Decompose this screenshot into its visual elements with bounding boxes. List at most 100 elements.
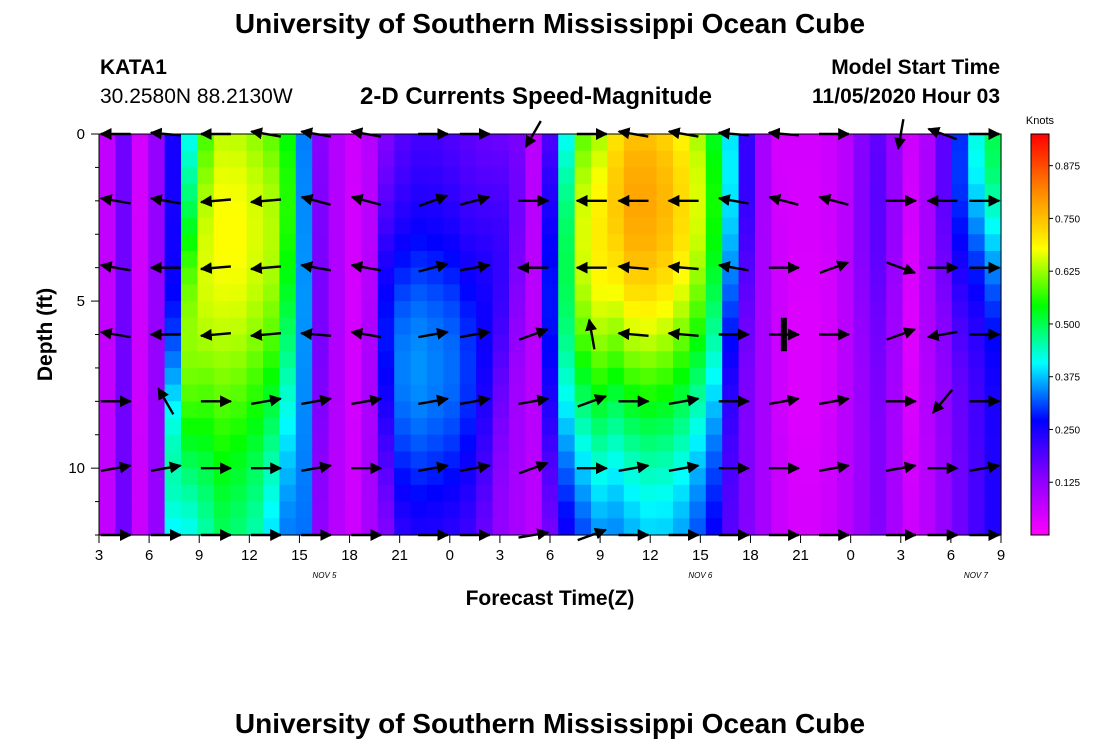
heatmap-cell [558, 284, 576, 302]
heatmap-cell [476, 351, 494, 369]
heatmap-cell [837, 501, 854, 519]
heatmap-cell [492, 484, 510, 503]
heatmap-cell [673, 267, 690, 285]
heatmap-cell [755, 167, 772, 185]
heatmap-cell [295, 468, 313, 486]
heatmap-cell [689, 301, 707, 319]
heatmap-cell [328, 351, 346, 369]
current-vector [150, 461, 182, 474]
heatmap-cell [279, 250, 297, 269]
heatmap-cell [345, 134, 362, 152]
heatmap-cell [869, 501, 887, 519]
heatmap-cell [213, 451, 231, 469]
heatmap-cell [99, 200, 116, 219]
heatmap-cell [99, 284, 116, 302]
heatmap-cell [164, 184, 182, 202]
current-vector [350, 261, 382, 273]
heatmap-cell [574, 167, 592, 185]
heatmap-cell [509, 150, 526, 169]
colorbar-tick-label: 0.250 [1055, 425, 1080, 436]
heatmap-cell [443, 184, 461, 202]
heatmap-cell [509, 167, 526, 185]
heatmap-cell [705, 434, 723, 453]
heatmap-cell [820, 351, 838, 369]
x-tick-label: 21 [391, 547, 408, 564]
heatmap-cell [443, 250, 461, 269]
heatmap-cell [476, 217, 494, 235]
heatmap-cell [279, 134, 297, 152]
heatmap-cell [476, 200, 494, 219]
heatmap-cell [804, 284, 822, 302]
heatmap-cell [427, 484, 444, 503]
heatmap-cell [279, 351, 297, 369]
heatmap-cell [919, 401, 936, 419]
heatmap-cell [935, 384, 953, 402]
heatmap-cell [607, 351, 625, 369]
heatmap-cell [919, 134, 936, 152]
heatmap-cell [673, 484, 690, 503]
heatmap-cell [689, 234, 707, 252]
heatmap-cell [99, 384, 116, 402]
heatmap-cell [263, 434, 280, 453]
heatmap-cell [640, 167, 658, 185]
heatmap-cell [722, 334, 740, 352]
heatmap-cell [935, 418, 953, 436]
heatmap-cell [869, 334, 887, 352]
heatmap-cell [738, 418, 756, 436]
heatmap-cell [181, 384, 198, 402]
heatmap-cell [640, 301, 658, 319]
heatmap-cell [722, 267, 740, 285]
heatmap-cell [902, 384, 920, 402]
heatmap-cell [312, 167, 330, 185]
heatmap-cell [738, 384, 756, 402]
heatmap-cell [902, 484, 920, 503]
heatmap-cell [410, 284, 428, 302]
heatmap-cell [919, 267, 936, 285]
heatmap-cell [968, 484, 986, 503]
heatmap-cell [673, 468, 690, 486]
current-vector [518, 461, 549, 475]
heatmap-cell [886, 167, 904, 185]
heatmap-cell [935, 367, 953, 386]
chart-main-title: University of Southern Mississippi Ocean… [234, 8, 866, 39]
heatmap-cell [640, 150, 658, 169]
heatmap-cell [722, 434, 740, 453]
heatmap-cell [509, 418, 526, 436]
heatmap-cell [99, 418, 116, 436]
heatmap-cell [787, 334, 805, 352]
colorbar-tick-label: 0.375 [1055, 373, 1080, 384]
heatmap-cell [558, 134, 576, 152]
current-vector [926, 329, 958, 342]
heatmap-cell [738, 250, 756, 269]
current-vector [717, 261, 749, 273]
heatmap-cell [558, 184, 576, 202]
heatmap-cell [345, 267, 362, 285]
heatmap-cell [361, 217, 379, 235]
heatmap-cell [115, 418, 133, 436]
heatmap-cell [607, 334, 625, 352]
heatmap-cell [476, 367, 494, 386]
heatmap-cell [312, 250, 330, 269]
heatmap-cell [312, 301, 330, 319]
heatmap-cell [131, 434, 149, 453]
heatmap-cell [689, 134, 707, 152]
heatmap-cell [591, 317, 608, 336]
heatmap-cell [148, 301, 166, 319]
heatmap-cell [673, 384, 690, 402]
current-vector [768, 193, 799, 206]
heatmap-cell [246, 451, 264, 469]
heatmap-cell [328, 234, 346, 252]
heatmap-cell [131, 234, 149, 252]
heatmap-cell [755, 401, 772, 419]
heatmap-cell [558, 418, 576, 436]
heatmap-cell [820, 317, 838, 336]
heatmap-cell [591, 351, 608, 369]
heatmap-cell [771, 150, 789, 169]
heatmap-cell [99, 518, 116, 536]
heatmap-cell [968, 284, 986, 302]
heatmap-cell [623, 317, 641, 336]
heatmap-cell [427, 367, 444, 386]
heatmap-cell [787, 501, 805, 519]
heatmap-cell [820, 284, 838, 302]
heatmap-cell [394, 284, 412, 302]
